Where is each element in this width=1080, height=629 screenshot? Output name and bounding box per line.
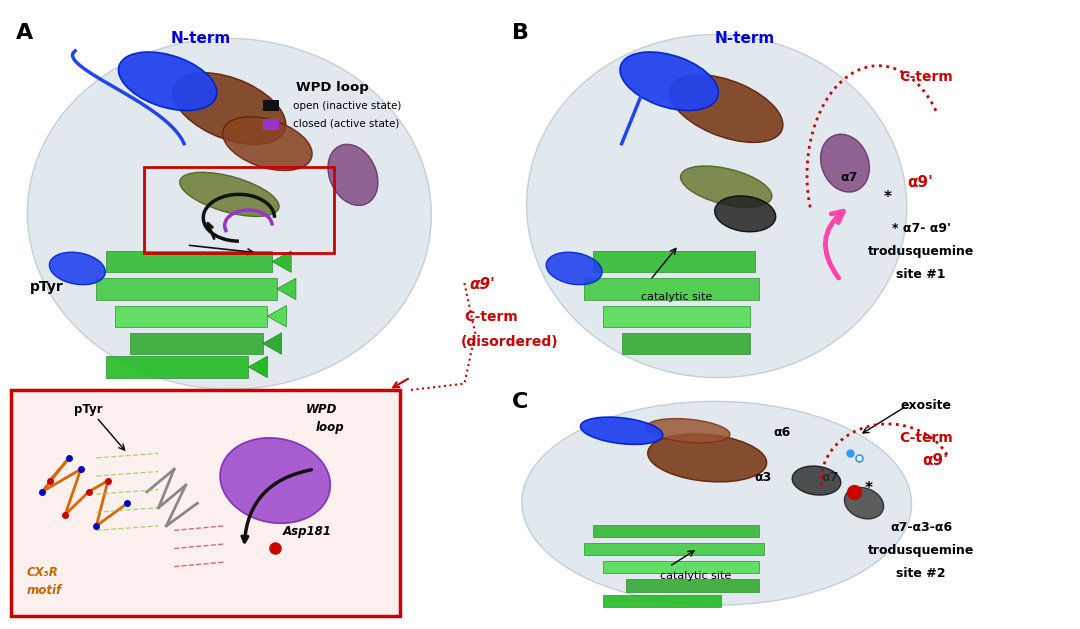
Text: catalytic site: catalytic site <box>660 571 731 581</box>
Text: α9': α9' <box>922 454 948 469</box>
Bar <box>603 306 750 327</box>
Ellipse shape <box>648 434 767 482</box>
Text: trodusquemine: trodusquemine <box>868 245 974 258</box>
Ellipse shape <box>220 438 330 523</box>
Text: C-term: C-term <box>899 70 953 84</box>
Bar <box>116 306 268 327</box>
Text: α3: α3 <box>755 472 772 484</box>
Text: C-term: C-term <box>464 310 518 324</box>
Text: (disordered): (disordered) <box>461 335 558 349</box>
Ellipse shape <box>173 73 286 145</box>
Text: CX₅R: CX₅R <box>26 565 58 579</box>
Bar <box>593 251 755 272</box>
Bar <box>593 525 759 537</box>
Ellipse shape <box>522 401 912 605</box>
Text: α7-α3-α6: α7-α3-α6 <box>890 521 953 534</box>
Bar <box>626 579 759 591</box>
Text: B: B <box>512 23 529 43</box>
Text: C: C <box>512 392 529 412</box>
Bar <box>262 99 280 111</box>
Text: site #2: site #2 <box>896 567 946 579</box>
Ellipse shape <box>620 52 718 111</box>
Bar <box>583 543 765 555</box>
Text: WPD loop: WPD loop <box>296 81 368 94</box>
Text: α9': α9' <box>470 277 496 292</box>
Ellipse shape <box>670 75 783 142</box>
Polygon shape <box>268 306 286 327</box>
Text: α7: α7 <box>821 472 838 484</box>
Ellipse shape <box>680 166 772 207</box>
Bar <box>622 333 750 354</box>
Ellipse shape <box>715 196 775 232</box>
Ellipse shape <box>792 466 841 495</box>
Text: loop: loop <box>315 421 343 434</box>
Ellipse shape <box>50 252 106 285</box>
Ellipse shape <box>119 52 217 111</box>
Bar <box>144 167 334 253</box>
Polygon shape <box>276 278 296 299</box>
Text: motif: motif <box>26 584 62 597</box>
Bar <box>96 278 276 299</box>
Ellipse shape <box>845 487 883 519</box>
Text: site #1: site #1 <box>896 269 946 281</box>
Text: A: A <box>15 23 32 43</box>
Ellipse shape <box>647 418 730 443</box>
Polygon shape <box>272 251 292 272</box>
Bar <box>130 333 262 354</box>
Text: pTyr: pTyr <box>30 280 64 294</box>
Bar <box>583 278 759 299</box>
Ellipse shape <box>27 38 431 389</box>
Text: α7: α7 <box>840 171 858 184</box>
Text: N-term: N-term <box>171 31 231 45</box>
Text: α9': α9' <box>907 175 933 190</box>
Text: N-term: N-term <box>715 31 775 45</box>
Bar <box>262 119 280 130</box>
Ellipse shape <box>546 252 603 285</box>
Bar <box>603 561 759 574</box>
Text: WPD: WPD <box>306 403 338 416</box>
Polygon shape <box>248 356 268 377</box>
Text: exosite: exosite <box>901 399 951 412</box>
Text: C-term: C-term <box>899 431 953 445</box>
Text: open (inactive state): open (inactive state) <box>293 101 401 111</box>
Ellipse shape <box>580 417 663 444</box>
Text: * α7- α9': * α7- α9' <box>891 221 950 235</box>
Text: *: * <box>883 191 892 206</box>
Ellipse shape <box>222 117 312 170</box>
Bar <box>603 595 721 608</box>
Text: α6: α6 <box>773 426 791 439</box>
Ellipse shape <box>821 134 869 192</box>
Bar <box>106 356 248 377</box>
Text: trodusquemine: trodusquemine <box>868 544 974 557</box>
Text: Asp181: Asp181 <box>283 525 332 538</box>
Text: catalytic site: catalytic site <box>640 292 712 302</box>
Text: closed (active state): closed (active state) <box>293 118 399 128</box>
Polygon shape <box>262 333 282 354</box>
Ellipse shape <box>179 172 279 216</box>
Ellipse shape <box>328 144 378 206</box>
Text: *: * <box>865 481 873 496</box>
Text: pTyr: pTyr <box>75 403 103 416</box>
Bar <box>106 251 272 272</box>
Ellipse shape <box>527 35 907 377</box>
